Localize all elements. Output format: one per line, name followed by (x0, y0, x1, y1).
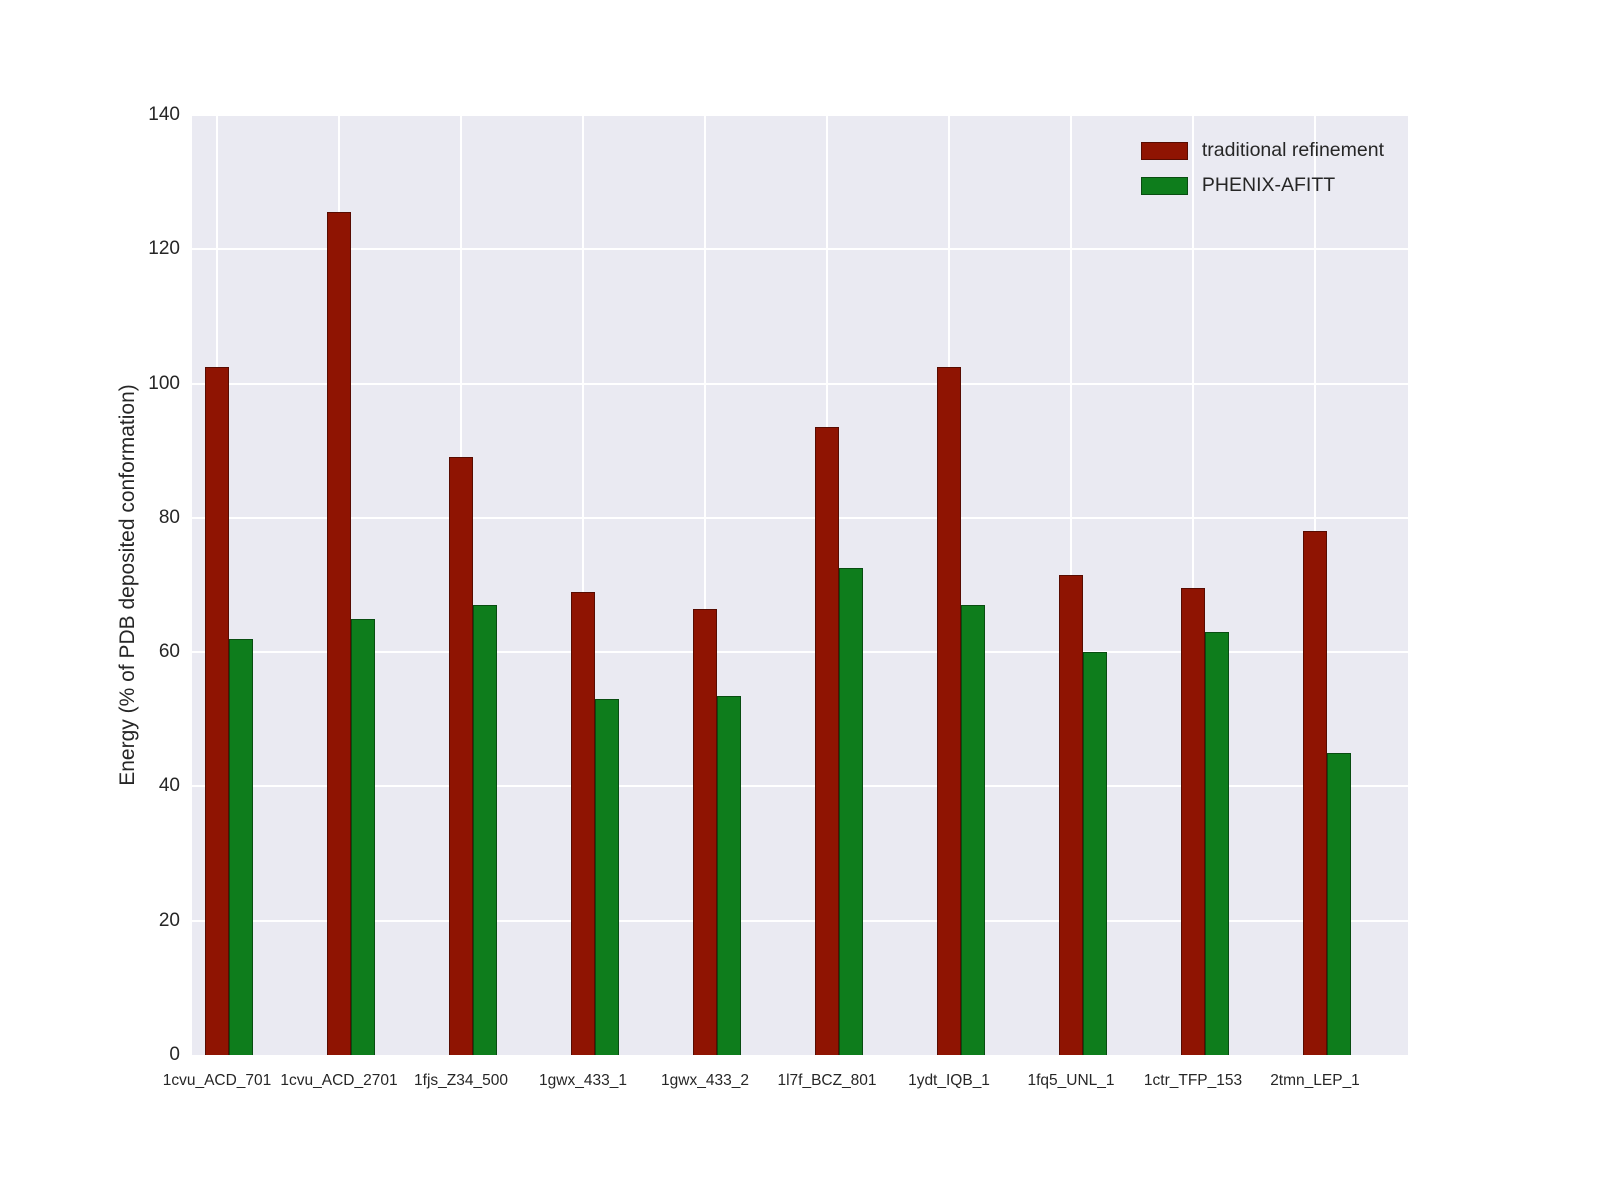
plot-area: traditional refinement PHENIX-AFITT (192, 114, 1408, 1055)
gridline-h (192, 516, 1408, 519)
x-tick-label: 1fjs_Z34_500 (414, 1072, 508, 1089)
y-tick-label: 80 (158, 506, 180, 528)
bar-phenix-afitt (961, 605, 985, 1055)
bar-traditional-refinement (815, 427, 839, 1055)
gridline-h (192, 248, 1408, 251)
x-tick-label: 1l7f_BCZ_801 (777, 1072, 877, 1089)
legend-label-traditional-refinement: traditional refinement (1201, 139, 1384, 161)
y-tick-label: 120 (148, 238, 180, 260)
bar-phenix-afitt (595, 699, 619, 1055)
x-tick-label: 1ctr_TFP_153 (1143, 1072, 1243, 1089)
bar-phenix-afitt (473, 605, 497, 1055)
bar-traditional-refinement (693, 608, 717, 1055)
y-axis-label: Energy (% of PDB deposited conformation) (116, 384, 139, 786)
x-tick-label: 1gwx_433_2 (661, 1072, 749, 1089)
legend-label-phenix-afitt: PHENIX-AFITT (1201, 174, 1336, 196)
y-tick-label: 20 (158, 909, 180, 931)
x-tick-label: 1ydt_IQB_1 (908, 1072, 990, 1089)
bar-traditional-refinement (1303, 531, 1327, 1055)
bar-phenix-afitt (1327, 752, 1351, 1055)
x-tick-label: 1gwx_433_1 (539, 1072, 627, 1089)
gridline-v (582, 115, 584, 1055)
legend-row-traditional-refinement: traditional refinement (1140, 139, 1384, 162)
y-tick-label: 40 (158, 775, 180, 797)
gridline-v (1192, 115, 1194, 1055)
x-tick-label: 1cvu_ACD_2701 (280, 1072, 398, 1089)
bar-traditional-refinement (1059, 574, 1083, 1055)
bar-traditional-refinement (937, 366, 961, 1055)
x-tick-label: 1cvu_ACD_701 (162, 1072, 272, 1089)
x-tick-label: 2tmn_LEP_1 (1270, 1072, 1360, 1089)
bar-traditional-refinement (449, 457, 473, 1055)
bar-traditional-refinement (1181, 588, 1205, 1055)
gridline-h (192, 382, 1408, 385)
bar-traditional-refinement (571, 591, 595, 1055)
legend-row-phenix-afitt: PHENIX-AFITT (1140, 174, 1384, 197)
bar-phenix-afitt (717, 695, 741, 1055)
y-tick-label: 60 (158, 641, 180, 663)
y-tick-label: 140 (148, 104, 180, 125)
gridline-h (192, 114, 1408, 116)
y-tick-label: 100 (148, 372, 180, 394)
bar-phenix-afitt (229, 638, 253, 1055)
legend-swatch-traditional-refinement (1140, 141, 1188, 160)
bar-traditional-refinement (205, 366, 229, 1055)
x-tick-label: 1fq5_UNL_1 (1027, 1072, 1115, 1089)
legend-swatch-phenix-afitt (1140, 176, 1188, 195)
bar-phenix-afitt (839, 568, 863, 1055)
bar-phenix-afitt (1205, 632, 1229, 1055)
bar-phenix-afitt (351, 618, 375, 1055)
bar-phenix-afitt (1083, 652, 1107, 1055)
gridline-v (704, 115, 706, 1055)
legend: traditional refinement PHENIX-AFITT (1133, 133, 1392, 203)
y-tick-label: 0 (169, 1044, 180, 1065)
gridline-h (192, 919, 1408, 922)
gridline-h (192, 785, 1408, 788)
gridline-h (192, 651, 1408, 654)
bar-traditional-refinement (327, 212, 351, 1055)
